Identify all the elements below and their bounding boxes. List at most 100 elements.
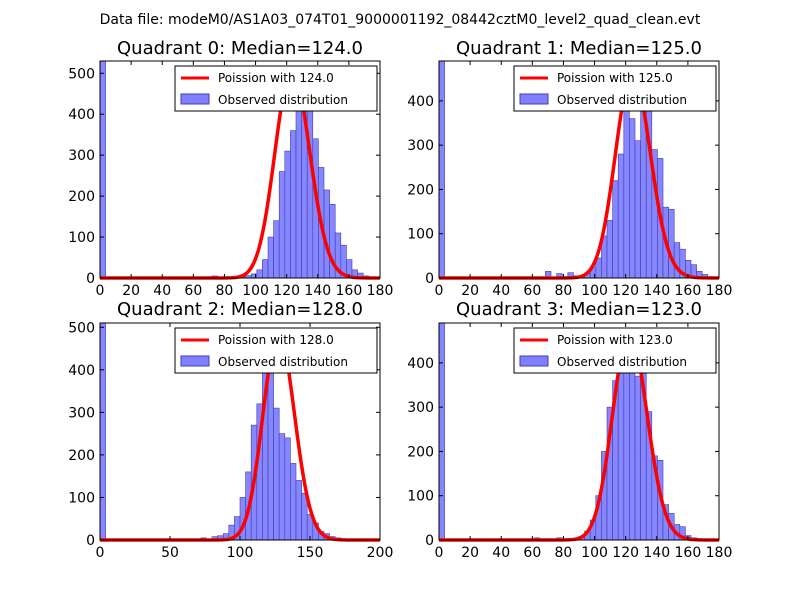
y-tick-label: 0 — [425, 533, 434, 549]
legend-poisson-label: Poission with 123.0 — [557, 333, 673, 347]
histogram-bar — [99, 322, 106, 541]
y-tick-label: 500 — [68, 66, 95, 82]
x-tick-label: 80 — [555, 283, 573, 299]
legend-poisson-label: Poission with 125.0 — [557, 71, 673, 85]
x-tick-label: 120 — [273, 283, 300, 299]
x-tick-label: 60 — [523, 545, 541, 561]
x-tick-label: 150 — [297, 545, 324, 561]
quadrant-0-panel: Quadrant 0: Median=124.0 0 20 40 60 80 100 120… — [68, 38, 393, 299]
y-tick-label: 400 — [407, 356, 434, 372]
x-tick-label: 180 — [706, 283, 733, 299]
y-tick-label: 400 — [68, 107, 95, 123]
histogram-bar — [256, 269, 263, 279]
histogram-bar — [99, 60, 106, 279]
axes-frame — [438, 322, 720, 541]
quadrant-3-legend: Poission with 123.0 Observed distributio… — [513, 327, 717, 374]
x-tick-label: 100 — [242, 283, 269, 299]
histogram-bar — [438, 60, 445, 279]
histogram-bar — [262, 259, 269, 279]
x-tick-label: 60 — [184, 283, 202, 299]
histogram-bar — [295, 480, 302, 541]
histogram-bar — [295, 109, 302, 279]
histogram-bar — [290, 463, 297, 541]
y-tick-label: 100 — [68, 230, 95, 246]
quadrant-1-panel: Quadrant 1: Median=125.0 0 20 40 60 80 100 120… — [407, 38, 732, 299]
x-tick-label: 40 — [492, 545, 510, 561]
figure-suptitle: Data file: modeM0/AS1A03_074T01_90000011… — [100, 12, 701, 28]
legend-bar-label: Observed distribution — [218, 355, 348, 369]
histogram-bar — [617, 153, 625, 279]
legend-bar-label: Observed distribution — [218, 93, 348, 107]
quadrant-2-legend: Poission with 128.0 Observed distributio… — [174, 327, 378, 374]
legend-bar-swatch — [519, 93, 549, 105]
y-tick-label: 0 — [425, 271, 434, 287]
y-tick-label: 100 — [68, 490, 95, 506]
x-tick-label: 200 — [367, 545, 394, 561]
histogram-bar — [623, 100, 630, 279]
histogram-bar — [629, 118, 636, 279]
histogram-bar — [634, 140, 641, 279]
legend-poisson-label: Poission with 124.0 — [218, 71, 334, 85]
quadrant-1-legend: Poission with 125.0 Observed distributio… — [513, 65, 717, 112]
histogram-bar — [629, 349, 636, 541]
histogram-bar — [634, 375, 641, 541]
x-tick-label: 60 — [523, 283, 541, 299]
quadrant-0-title: Quadrant 0: Median=124.0 — [117, 38, 363, 59]
y-tick-label: 400 — [407, 94, 434, 110]
quadrant-2-plot-area: 0 50 100 150 200 0 100 200 300 400 500 — [68, 320, 393, 561]
y-tick-label: 200 — [407, 182, 434, 198]
x-tick-label: 160 — [336, 283, 363, 299]
quadrant-2-title: Quadrant 2: Median=128.0 — [117, 299, 363, 320]
histogram-bar — [273, 407, 280, 541]
histogram-bar — [606, 220, 613, 279]
x-tick-label: 160 — [675, 545, 702, 561]
x-tick-label: 120 — [612, 283, 639, 299]
y-tick-label: 300 — [68, 148, 95, 164]
x-tick-label: 80 — [555, 545, 573, 561]
histogram-bar — [267, 236, 274, 279]
legend-box — [513, 327, 717, 374]
histogram-bar — [284, 150, 291, 279]
y-tick-label: 200 — [68, 448, 95, 464]
y-tick-label: 0 — [86, 271, 95, 287]
x-tick-label: 0 — [435, 283, 444, 299]
x-tick-label: 100 — [581, 283, 608, 299]
quadrant-2-panel: Quadrant 2: Median=128.0 0 50 100 150 200 0 10… — [68, 299, 393, 561]
y-tick-label: 400 — [68, 363, 95, 379]
x-tick-label: 20 — [461, 283, 479, 299]
y-tick-label: 0 — [86, 533, 95, 549]
axes-frame — [438, 60, 720, 279]
y-tick-label: 100 — [407, 227, 434, 243]
x-tick-label: 120 — [612, 545, 639, 561]
quadrant-3-title: Quadrant 3: Median=123.0 — [456, 299, 702, 320]
x-tick-label: 180 — [706, 545, 733, 561]
legend-bar-label: Observed distribution — [557, 355, 687, 369]
x-tick-label: 20 — [461, 545, 479, 561]
x-tick-label: 100 — [581, 545, 608, 561]
x-tick-label: 20 — [122, 283, 140, 299]
x-tick-label: 0 — [96, 545, 105, 561]
histogram-bar — [284, 437, 291, 541]
x-tick-label: 80 — [216, 283, 234, 299]
x-tick-label: 0 — [96, 283, 105, 299]
x-tick-label: 140 — [643, 545, 670, 561]
histogram-bar — [612, 180, 619, 279]
histogram-bar — [668, 209, 675, 279]
x-tick-label: 0 — [435, 545, 444, 561]
quadrant-1-title: Quadrant 1: Median=125.0 — [456, 38, 702, 59]
histogram-bar — [438, 322, 445, 541]
x-tick-label: 140 — [643, 283, 670, 299]
x-tick-label: 100 — [227, 545, 254, 561]
y-tick-label: 300 — [68, 405, 95, 421]
y-tick-label: 200 — [407, 444, 434, 460]
legend-bar-swatch — [180, 93, 210, 105]
y-tick-label: 300 — [407, 400, 434, 416]
x-tick-label: 140 — [304, 283, 331, 299]
x-tick-label: 180 — [367, 283, 394, 299]
histogram-bar — [273, 220, 280, 279]
y-tick-label: 200 — [68, 189, 95, 205]
y-tick-label: 300 — [407, 138, 434, 154]
